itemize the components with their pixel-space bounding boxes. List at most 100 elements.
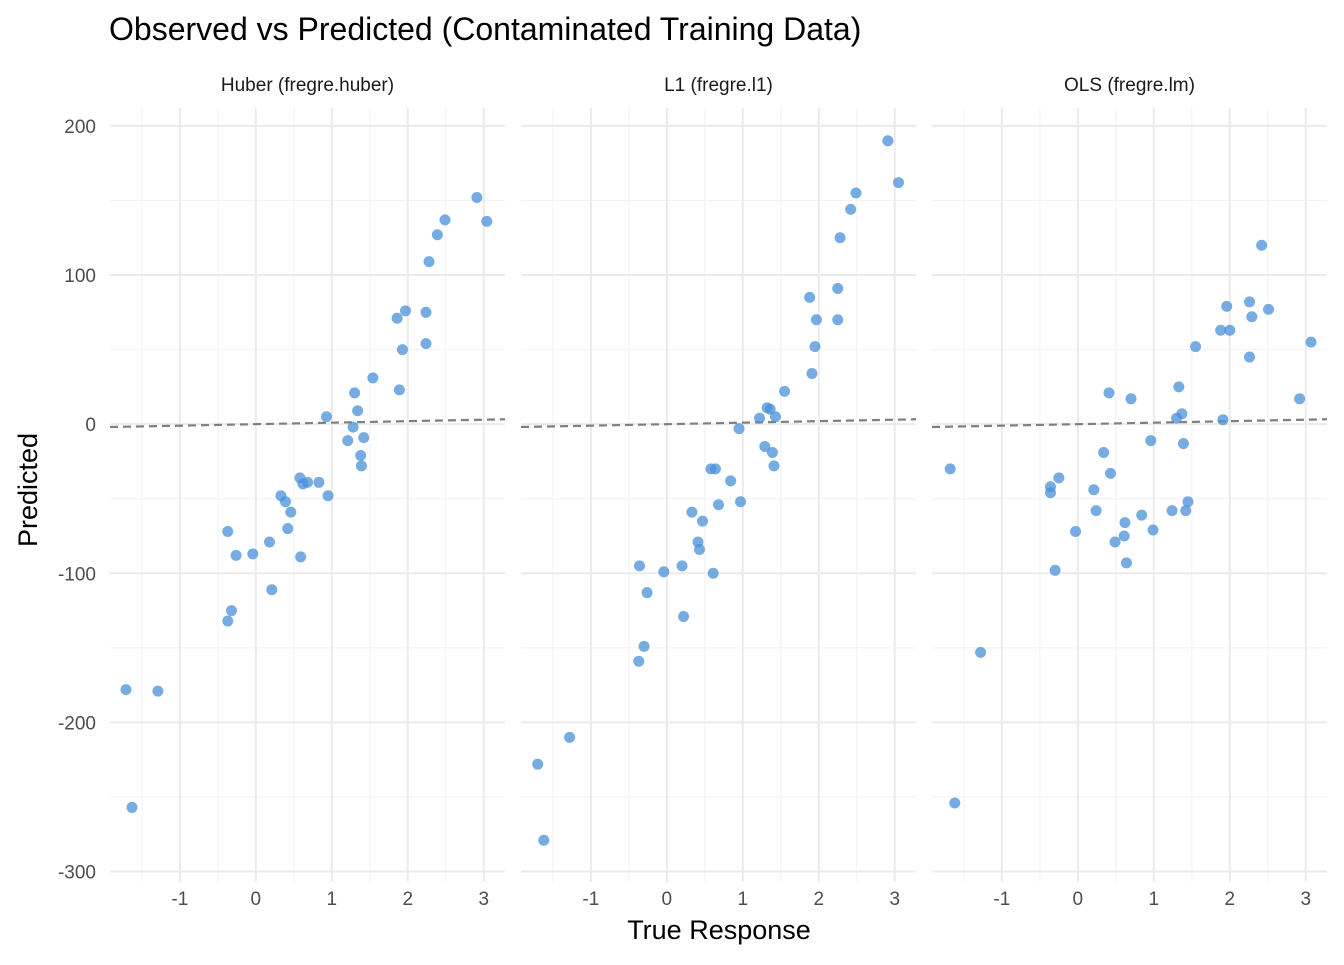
data-point — [423, 256, 435, 268]
chart-title: Observed vs Predicted (Contaminated Trai… — [109, 11, 861, 47]
data-point — [725, 475, 737, 487]
x-tick-label: -1 — [171, 889, 188, 910]
data-point — [768, 460, 780, 472]
data-point — [222, 526, 234, 538]
data-point — [1294, 393, 1306, 405]
data-point — [882, 135, 894, 147]
data-point — [313, 476, 325, 488]
data-point — [420, 306, 432, 318]
panel-strip-label: Huber (fregre.huber) — [221, 75, 394, 96]
data-point — [391, 312, 403, 324]
data-point — [152, 685, 164, 697]
x-tick-label: 2 — [813, 889, 824, 910]
data-point — [678, 611, 690, 623]
x-axis-label: True Response — [627, 915, 811, 945]
data-point — [779, 385, 791, 397]
data-point — [120, 684, 132, 696]
data-point — [1180, 505, 1192, 517]
reference-line — [520, 418, 917, 429]
x-tick-label: 0 — [251, 889, 262, 910]
data-point — [1176, 408, 1188, 420]
data-point — [1182, 496, 1194, 508]
data-point — [347, 421, 359, 433]
x-tick-label: 3 — [478, 889, 489, 910]
data-point — [1244, 351, 1256, 363]
data-point — [1136, 509, 1148, 521]
reference-line — [109, 418, 506, 429]
data-point — [1256, 239, 1268, 251]
panel-1: -1 0 1 2 3 L1 (fregre.l1) — [520, 75, 917, 910]
x-tick-label: 1 — [1149, 889, 1160, 910]
data-point — [832, 314, 844, 326]
data-point — [759, 441, 771, 453]
y-tick-label: -200 — [58, 713, 96, 734]
data-point — [1109, 536, 1121, 548]
data-point — [676, 560, 688, 572]
data-point — [766, 446, 778, 458]
data-point — [439, 214, 451, 226]
data-point — [342, 435, 354, 447]
data-point — [302, 476, 313, 488]
data-point — [1263, 303, 1275, 315]
panel-0: -1 0 1 2 3 Huber (fregre.huber) — [109, 75, 506, 910]
data-point — [832, 282, 844, 294]
data-point — [845, 203, 857, 215]
data-point — [735, 496, 747, 508]
data-point — [1173, 381, 1185, 393]
data-point — [1145, 435, 1157, 447]
data-point — [1217, 414, 1229, 426]
data-point — [944, 463, 956, 475]
y-tick-label: 200 — [64, 117, 96, 138]
x-tick-label: 3 — [889, 889, 900, 910]
data-point — [352, 405, 364, 417]
data-point — [282, 523, 294, 535]
data-point — [396, 344, 408, 356]
data-point — [834, 232, 846, 244]
data-point — [230, 549, 242, 561]
data-point — [1244, 296, 1256, 308]
data-point — [1147, 524, 1159, 536]
data-point — [481, 215, 493, 227]
data-point — [804, 291, 816, 303]
data-point — [733, 423, 745, 435]
x-tick-label: 1 — [738, 889, 749, 910]
data-point — [285, 506, 297, 518]
data-point — [697, 515, 709, 527]
y-tick-label: -100 — [58, 564, 96, 585]
data-point — [1224, 324, 1236, 336]
data-point — [222, 615, 234, 627]
y-axis-label: Predicted — [13, 433, 43, 547]
y-tick-label: -300 — [58, 863, 96, 884]
data-point — [810, 314, 822, 326]
data-point — [355, 449, 367, 461]
data-point — [1177, 438, 1189, 450]
data-point — [1088, 484, 1100, 496]
data-point — [399, 305, 411, 317]
data-point — [393, 384, 405, 396]
data-point — [975, 646, 987, 658]
data-point — [850, 187, 862, 199]
data-point — [358, 432, 370, 444]
x-tick-label: 0 — [662, 889, 673, 910]
x-tick-label: -1 — [993, 889, 1010, 910]
data-point — [1215, 324, 1227, 336]
data-point — [279, 496, 291, 508]
data-point — [754, 412, 766, 424]
y-tick-label: 0 — [85, 415, 96, 436]
data-point — [1098, 446, 1110, 458]
reference-line — [931, 418, 1328, 429]
y-tick-label: 100 — [64, 266, 96, 287]
data-point — [1120, 557, 1132, 569]
data-point — [247, 548, 259, 560]
data-point — [809, 341, 821, 353]
data-point — [1105, 467, 1117, 479]
data-point — [641, 587, 653, 599]
data-point — [1125, 393, 1137, 405]
data-point — [320, 411, 332, 423]
data-point — [806, 367, 818, 379]
data-point — [1246, 311, 1258, 323]
data-point — [769, 411, 781, 423]
data-point — [420, 338, 432, 350]
data-point — [564, 731, 576, 743]
